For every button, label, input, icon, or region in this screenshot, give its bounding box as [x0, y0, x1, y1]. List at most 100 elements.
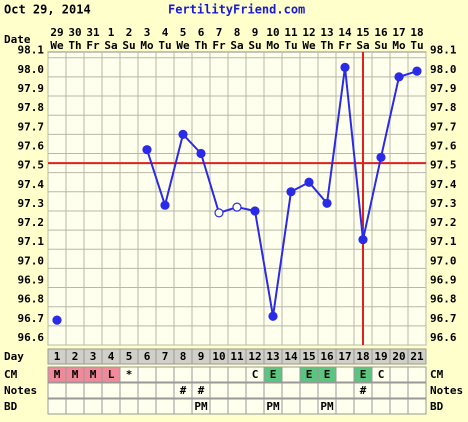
day-label: 11 [230, 350, 244, 363]
point [304, 177, 314, 187]
day-label: 9 [198, 350, 205, 363]
row-label: Day [4, 350, 24, 363]
cm-label: C [252, 368, 259, 381]
day-label: 19 [374, 350, 387, 363]
day-label: 2 [72, 350, 79, 363]
date-label: 18 [410, 26, 423, 39]
point [394, 72, 404, 82]
weekday-label: Sa [356, 39, 369, 52]
notes-cell [137, 382, 157, 399]
weekday-label: Tu [158, 39, 171, 52]
date-label: 6 [198, 26, 205, 39]
weekday-label: Sa [230, 39, 243, 52]
y-tick-label: 98.1 [430, 44, 457, 57]
notes-cell [317, 382, 337, 399]
bd-cell [65, 398, 85, 415]
cm-cell [191, 366, 211, 383]
bd-cell [47, 398, 67, 415]
day-cell [407, 348, 427, 365]
day-label: 7 [162, 350, 169, 363]
bd-cell [119, 398, 139, 415]
y-tick-label: 96.6 [430, 331, 457, 344]
date-label: 29 [50, 26, 63, 39]
y-tick-label: 97.0 [18, 254, 45, 267]
date-label: 16 [374, 26, 388, 39]
row-label: BD [4, 400, 18, 413]
cm-label: E [360, 368, 367, 381]
weekday-label: We [176, 39, 190, 52]
day-label: 15 [302, 350, 315, 363]
notes-cell [263, 382, 283, 399]
notes-label: # [180, 384, 187, 397]
bd-label: PM [320, 400, 334, 413]
notes-cell [83, 382, 103, 399]
y-tick-label: 97.1 [18, 235, 45, 248]
cm-label: E [324, 368, 331, 381]
date-label: 3 [144, 26, 151, 39]
point [142, 145, 152, 155]
notes-label: # [360, 384, 367, 397]
cm-label: M [72, 368, 79, 381]
weekday-label: Th [194, 39, 207, 52]
bd-cell [371, 398, 391, 415]
weekday-label: Fr [212, 39, 226, 52]
point [358, 235, 368, 245]
cm-label: M [54, 368, 61, 381]
y-tick-label: 97.3 [18, 197, 45, 210]
y-tick-label: 97.4 [430, 178, 457, 191]
date-label: 10 [266, 26, 279, 39]
day-label: 8 [180, 350, 187, 363]
y-tick-label: 96.7 [430, 312, 457, 325]
bd-cell [137, 398, 157, 415]
y-tick-label: 98.0 [430, 63, 457, 76]
row-label: CM [4, 368, 18, 381]
y-tick-label: 97.9 [18, 82, 45, 95]
notes-cell [101, 382, 121, 399]
bd-cell [101, 398, 121, 415]
notes-cell [389, 382, 409, 399]
date-label: 17 [392, 26, 405, 39]
cm-label: E [306, 368, 313, 381]
day-label: 4 [108, 350, 115, 363]
notes-cell [281, 382, 301, 399]
bd-label: PM [194, 400, 208, 413]
date-label: 13 [320, 26, 333, 39]
y-tick-label: 97.5 [430, 159, 457, 172]
point [376, 152, 386, 162]
date-label: 4 [162, 26, 169, 39]
cm-label: L [108, 368, 115, 381]
date-label: 8 [234, 26, 241, 39]
y-tick-label: 97.7 [18, 120, 45, 133]
y-tick-label: 97.9 [430, 82, 457, 95]
day-label: 6 [144, 350, 151, 363]
weekday-label: We [302, 39, 316, 52]
point [340, 62, 350, 72]
day-label: 18 [356, 350, 369, 363]
notes-cell [371, 382, 391, 399]
day-label: 17 [338, 350, 351, 363]
notes-label: # [198, 384, 205, 397]
bd-cell [389, 398, 409, 415]
point [178, 129, 188, 139]
y-tick-label: 96.8 [430, 293, 457, 306]
cm-label: C [378, 368, 385, 381]
row-label: Date [4, 33, 31, 46]
y-tick-label: 96.6 [18, 331, 45, 344]
day-label: 1 [54, 350, 61, 363]
bd-cell [353, 398, 373, 415]
cm-cell [137, 366, 157, 383]
y-tick-label: 97.7 [430, 120, 457, 133]
cm-cell [335, 366, 355, 383]
date-label: 12 [302, 26, 315, 39]
row-label: CM [430, 368, 444, 381]
bd-cell [155, 398, 175, 415]
notes-cell [245, 382, 265, 399]
bd-cell [83, 398, 103, 415]
cm-cell [173, 366, 193, 383]
bd-cell [209, 398, 229, 415]
y-tick-label: 97.8 [18, 101, 45, 114]
weekday-label: Tu [410, 39, 423, 52]
date-label: 30 [68, 26, 81, 39]
y-tick-label: 96.7 [18, 312, 45, 325]
